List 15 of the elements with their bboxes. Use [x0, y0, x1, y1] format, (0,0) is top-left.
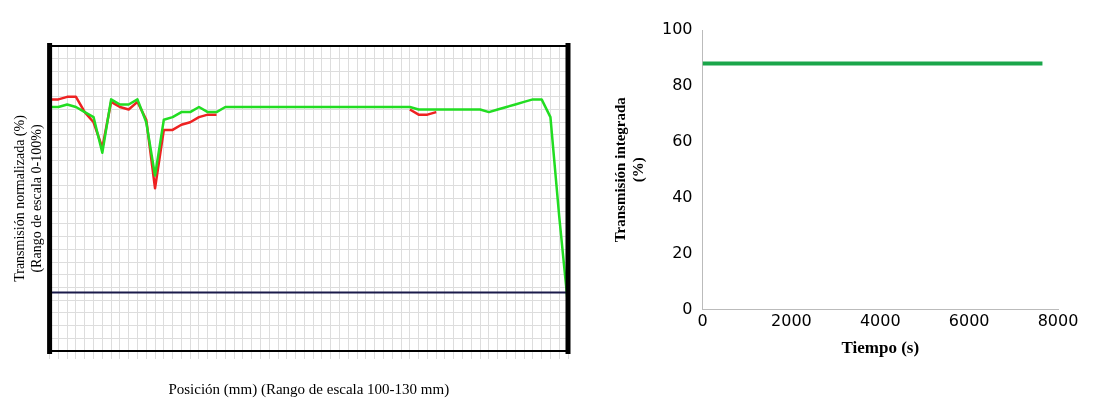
x-axis-title: Posición (mm) (Rango de escala 100-130 mm) [168, 380, 450, 398]
y-tick-label: 20 [672, 242, 693, 262]
y-tick-label: 40 [672, 186, 693, 206]
y-tick-label: 80 [672, 75, 693, 95]
y-tick-label: 60 [672, 130, 693, 150]
x-tick-label: 0 [697, 311, 708, 331]
x-tick-label: 4000 [859, 311, 901, 331]
y-axis-title: Transmisión normalizada (%) (Rango de escala 0-100%) [12, 114, 45, 282]
x-tick-label: 2000 [771, 311, 812, 331]
y-tick-label: 0 [682, 298, 693, 318]
y-axis-title: Transmisión integrada (%) [611, 96, 647, 243]
x-tick-label: 6000 [948, 311, 990, 331]
y-tick-label: 100 [661, 19, 693, 39]
x-axis-title: Tiempo (s) [841, 338, 920, 358]
x-tick-label: 8000 [1037, 311, 1079, 331]
